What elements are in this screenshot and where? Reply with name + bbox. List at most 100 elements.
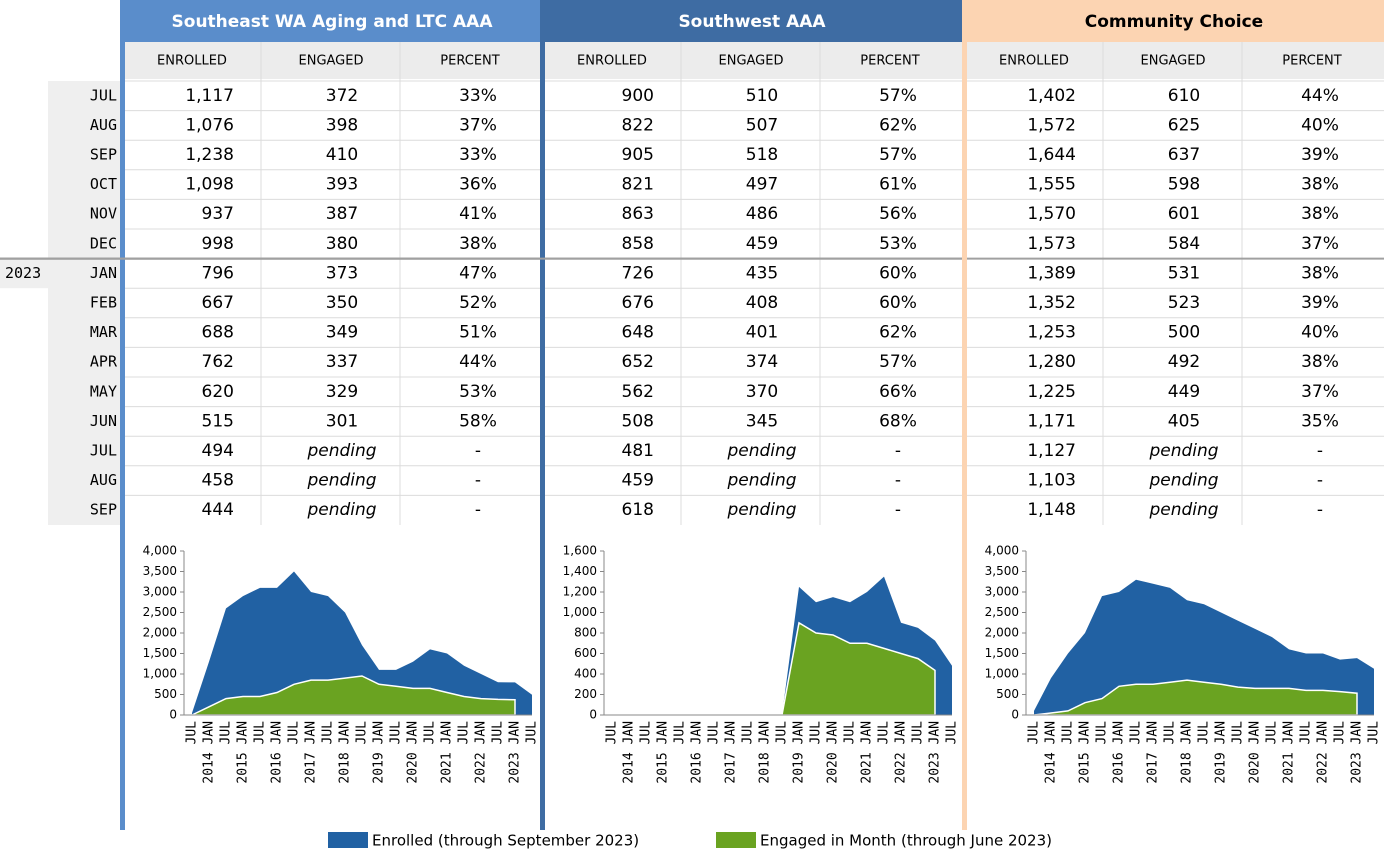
x-tick-label: 2023 JAN <box>928 721 943 784</box>
table-cell: 57% <box>879 145 917 165</box>
table-cell: 601 <box>1168 204 1200 224</box>
x-tick-label: JUL <box>1265 721 1280 745</box>
table-cell: 33% <box>459 145 497 165</box>
x-tick-label: 2017 JAN <box>1146 721 1161 784</box>
y-tick-label: 1,000 <box>143 667 177 681</box>
table-cell: 598 <box>1168 175 1200 195</box>
x-tick-label: 2014 JAN <box>622 721 637 784</box>
region-border <box>120 0 125 830</box>
y-tick-label: 1,600 <box>563 544 597 558</box>
table-cell: 905 <box>622 145 654 165</box>
table-cell: 373 <box>326 263 358 283</box>
column-header: PERCENT <box>1282 54 1341 69</box>
table-cell: 518 <box>746 145 778 165</box>
table-cell: 58% <box>459 411 497 431</box>
x-tick-label: 2022 JAN <box>894 721 909 784</box>
y-tick-label: 3,000 <box>143 585 177 599</box>
table-cell: 435 <box>746 263 778 283</box>
table-cell: 510 <box>746 86 778 106</box>
column-header: ENROLLED <box>999 54 1069 69</box>
table-cell: 40% <box>1301 115 1339 135</box>
column-header-bg <box>122 42 542 79</box>
month-label: MAY <box>90 382 117 400</box>
table-cell: pending <box>726 471 796 491</box>
table-cell: - <box>1317 441 1323 461</box>
table-cell: 1,103 <box>1027 471 1076 491</box>
x-tick-label: JUL <box>491 721 506 745</box>
area <box>191 675 516 716</box>
table-cell: 60% <box>879 293 917 313</box>
table-cell: 370 <box>746 382 778 402</box>
table-cell: 762 <box>202 352 234 372</box>
table-cell: 1,389 <box>1027 263 1076 283</box>
table-cell: 38% <box>1301 263 1339 283</box>
y-tick-label: 0 <box>1011 708 1019 722</box>
y-tick-label: 200 <box>574 687 597 701</box>
table-cell: 1,148 <box>1027 500 1076 520</box>
x-tick-label: 2018 JAN <box>338 721 353 784</box>
table-cell: 387 <box>326 204 358 224</box>
table-cell: 37% <box>459 115 497 135</box>
x-tick-label: 2014 JAN <box>1044 721 1059 784</box>
table-cell: 667 <box>202 293 234 313</box>
x-tick-label: 2015 JAN <box>656 721 671 784</box>
x-tick-label: 2023 JAN <box>508 721 523 784</box>
table-cell: 398 <box>326 115 358 135</box>
table-cell: 37% <box>1301 234 1339 254</box>
table-cell: 515 <box>202 411 234 431</box>
x-tick-label: JUL <box>1163 721 1178 745</box>
x-tick-label: 2018 JAN <box>758 721 773 784</box>
table-cell: 620 <box>202 382 234 402</box>
column-header: ENGAGED <box>1141 54 1206 69</box>
x-tick-label: JUL <box>1367 721 1382 745</box>
region-title: Community Choice <box>1085 12 1263 32</box>
table-cell: 481 <box>622 441 654 461</box>
region-header <box>964 0 1384 42</box>
table-cell: 625 <box>1168 115 1200 135</box>
x-tick-label: JUL <box>1061 721 1076 745</box>
table-cell: 41% <box>459 204 497 224</box>
table-cell: 350 <box>326 293 358 313</box>
table-cell: 57% <box>879 352 917 372</box>
table-cell: - <box>895 441 901 461</box>
y-tick-label: 0 <box>169 708 177 722</box>
x-tick-label: JUL <box>457 721 472 745</box>
table-cell: 38% <box>1301 175 1339 195</box>
table-cell: 401 <box>746 323 778 343</box>
month-label: AUG <box>90 116 117 134</box>
table-cell: - <box>895 500 901 520</box>
month-label: APR <box>90 353 118 371</box>
table-cell: 329 <box>326 382 358 402</box>
table-cell: 374 <box>746 352 778 372</box>
x-tick-label: JUL <box>253 721 268 745</box>
x-tick-label: 2022 JAN <box>474 721 489 784</box>
table-cell: 36% <box>459 175 497 195</box>
table-cell: 458 <box>202 471 234 491</box>
table-cell: 62% <box>879 323 917 343</box>
table-cell: 1,570 <box>1027 204 1076 224</box>
table-cell: 652 <box>622 352 654 372</box>
area <box>1034 579 1374 715</box>
table-cell: - <box>475 441 481 461</box>
row-label-bg <box>48 81 120 525</box>
table-cell: 618 <box>622 500 654 520</box>
x-tick-label: JUL <box>1095 721 1110 745</box>
column-header: ENROLLED <box>157 54 227 69</box>
month-label: JAN <box>90 264 117 282</box>
table-cell: 449 <box>1168 382 1200 402</box>
table-cell: - <box>475 500 481 520</box>
x-tick-label: 2021 JAN <box>860 721 875 784</box>
table-cell: 53% <box>879 234 917 254</box>
table-cell: 39% <box>1301 293 1339 313</box>
x-tick-label: JUL <box>321 721 336 745</box>
table-cell: 900 <box>622 86 654 106</box>
month-label: NOV <box>90 205 117 223</box>
region-border <box>962 0 967 830</box>
x-tick-label: 2019 JAN <box>792 721 807 784</box>
x-tick-label: JUL <box>843 721 858 745</box>
column-header: ENGAGED <box>299 54 364 69</box>
x-tick-label: JUL <box>809 721 824 745</box>
x-tick-label: JUL <box>1197 721 1212 745</box>
x-tick-label: 2015 JAN <box>236 721 251 784</box>
table-cell: 508 <box>622 411 654 431</box>
